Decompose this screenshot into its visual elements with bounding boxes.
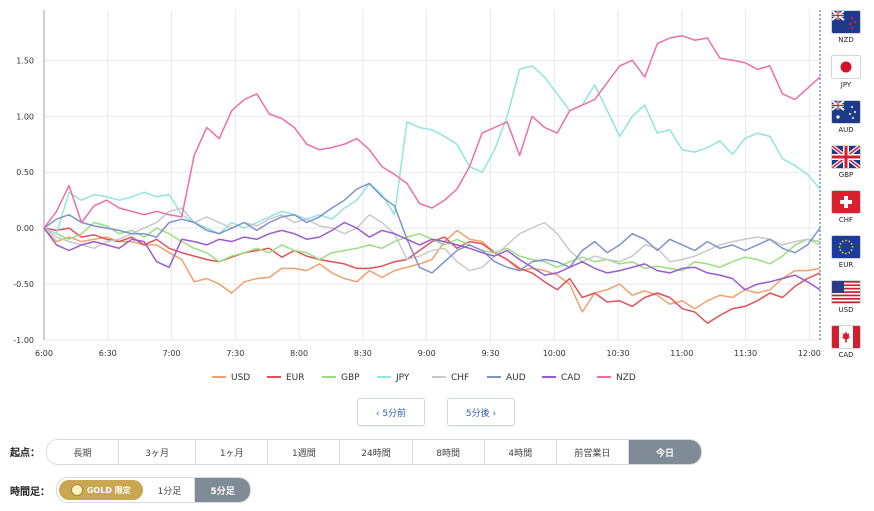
series-line-usd <box>43 227 821 313</box>
chart-grid <box>43 10 821 341</box>
next-5min-button[interactable]: 5分後 › <box>447 398 515 426</box>
timeframe-option-5min[interactable]: 5分足 <box>195 478 250 502</box>
series-line-nzd <box>43 34 821 229</box>
start-option-3months[interactable]: 3ヶ月 <box>119 440 197 464</box>
x-tick-label: 11:00 <box>670 349 693 358</box>
flag-gbp[interactable]: GBP <box>830 145 862 180</box>
flag-cad[interactable]: CAD <box>830 325 862 360</box>
legend-label-usd: USD <box>231 373 250 383</box>
x-tick-label: 8:00 <box>290 349 308 358</box>
flag-code: USD <box>838 306 854 314</box>
currency-flag-column: NZD JPY AUD GBP CHF EUR USD <box>826 10 866 360</box>
gold-only-badge: GOLD 限定 <box>59 480 143 500</box>
flag-code: EUR <box>838 261 854 269</box>
chf-flag-icon <box>831 190 861 214</box>
start-option-previous-business-day[interactable]: 前営業日 <box>556 440 629 464</box>
cad-flag-icon <box>831 325 861 349</box>
x-tick-label: 9:30 <box>481 349 499 358</box>
legend-label-eur: EUR <box>286 373 305 383</box>
flag-code: CAD <box>838 351 854 359</box>
nzd-flag-icon <box>831 10 861 34</box>
x-tick-label: 10:00 <box>543 349 566 358</box>
series-lines <box>43 34 821 324</box>
jpy-flag-icon <box>831 55 861 79</box>
flag-jpy[interactable]: JPY <box>830 55 862 90</box>
y-tick-label: 0.00 <box>16 224 34 233</box>
currency-strength-chart: 1.50 1.00 0.50 0.00 -0.50 -1.00 6:00 6:30 7:00 7… <box>13 10 821 383</box>
legend-label-chf: CHF <box>451 373 469 383</box>
gbp-flag-icon <box>831 145 861 169</box>
prev-5min-button[interactable]: ‹ 5分前 <box>357 398 425 426</box>
legend-label-gbp: GBP <box>341 373 360 383</box>
series-line-chf <box>43 207 821 272</box>
start-option-long-term[interactable]: 長期 <box>47 440 120 464</box>
y-axis-ticks: 1.50 1.00 0.50 0.00 -0.50 -1.00 <box>13 56 34 345</box>
y-tick-label: -1.00 <box>13 336 34 345</box>
timeframe-label: 時間足： <box>10 487 50 498</box>
flag-nzd[interactable]: NZD <box>830 10 862 45</box>
aud-flag-icon <box>831 100 861 124</box>
flag-code: AUD <box>838 126 854 134</box>
y-tick-label: 0.50 <box>16 168 34 177</box>
timeframe-selector: GOLD 限定 1分足 5分足 <box>56 477 251 503</box>
flag-code: NZD <box>838 36 854 44</box>
x-tick-label: 11:30 <box>734 349 757 358</box>
flag-chf[interactable]: CHF <box>830 190 862 225</box>
gold-coin-icon <box>70 484 83 496</box>
flag-aud[interactable]: AUD <box>830 100 862 135</box>
x-tick-label: 6:00 <box>35 349 53 358</box>
flag-code: GBP <box>838 171 854 179</box>
start-option-1month[interactable]: 1ヶ月 <box>196 440 269 464</box>
x-tick-label: 7:30 <box>226 349 244 358</box>
series-line-aud <box>43 182 821 274</box>
start-option-8hours[interactable]: 8時間 <box>412 440 485 464</box>
x-axis-ticks: 6:00 6:30 7:00 7:30 8:00 8:30 9:00 9:30 10:00 10:… <box>35 349 821 358</box>
x-tick-label: 7:00 <box>163 349 181 358</box>
y-tick-label: -0.50 <box>13 280 34 289</box>
y-tick-label: 1.00 <box>16 112 34 121</box>
usd-flag-icon <box>831 280 861 304</box>
x-tick-label: 9:00 <box>418 349 436 358</box>
start-option-4hours[interactable]: 4時間 <box>484 440 557 464</box>
legend-label-aud: AUD <box>506 373 526 383</box>
x-tick-label: 10:30 <box>606 349 629 358</box>
flag-code: CHF <box>838 216 854 224</box>
x-tick-label: 12:00 <box>798 349 821 358</box>
flag-usd[interactable]: USD <box>830 280 862 315</box>
timeframe-option-1min[interactable]: 1分足 <box>144 478 196 502</box>
series-line-cad <box>43 221 821 291</box>
eur-flag-icon <box>831 235 861 259</box>
y-tick-label: 1.50 <box>16 56 34 65</box>
start-option-1week[interactable]: 1週間 <box>268 440 341 464</box>
series-line-jpy <box>43 65 821 235</box>
flag-code: JPY <box>840 81 852 89</box>
x-tick-label: 8:30 <box>354 349 372 358</box>
legend-label-cad: CAD <box>561 373 580 383</box>
plot-area <box>44 10 820 340</box>
start-point-selector: 長期 3ヶ月 1ヶ月 1週間 24時間 8時間 4時間 前営業日 今日 <box>46 439 702 465</box>
start-option-today[interactable]: 今日 <box>628 440 701 464</box>
x-tick-label: 6:30 <box>99 349 117 358</box>
start-point-label: 起点： <box>10 448 40 459</box>
series-line-eur <box>43 227 821 324</box>
legend-label-nzd: NZD <box>616 373 636 383</box>
flag-eur[interactable]: EUR <box>830 235 862 270</box>
chart-legend: USD EUR GBP JPY CHF AUD CAD NZD <box>212 373 636 383</box>
start-option-24hours[interactable]: 24時間 <box>340 440 413 464</box>
gold-only-label: GOLD 限定 <box>86 485 131 495</box>
legend-label-jpy: JPY <box>395 373 410 383</box>
